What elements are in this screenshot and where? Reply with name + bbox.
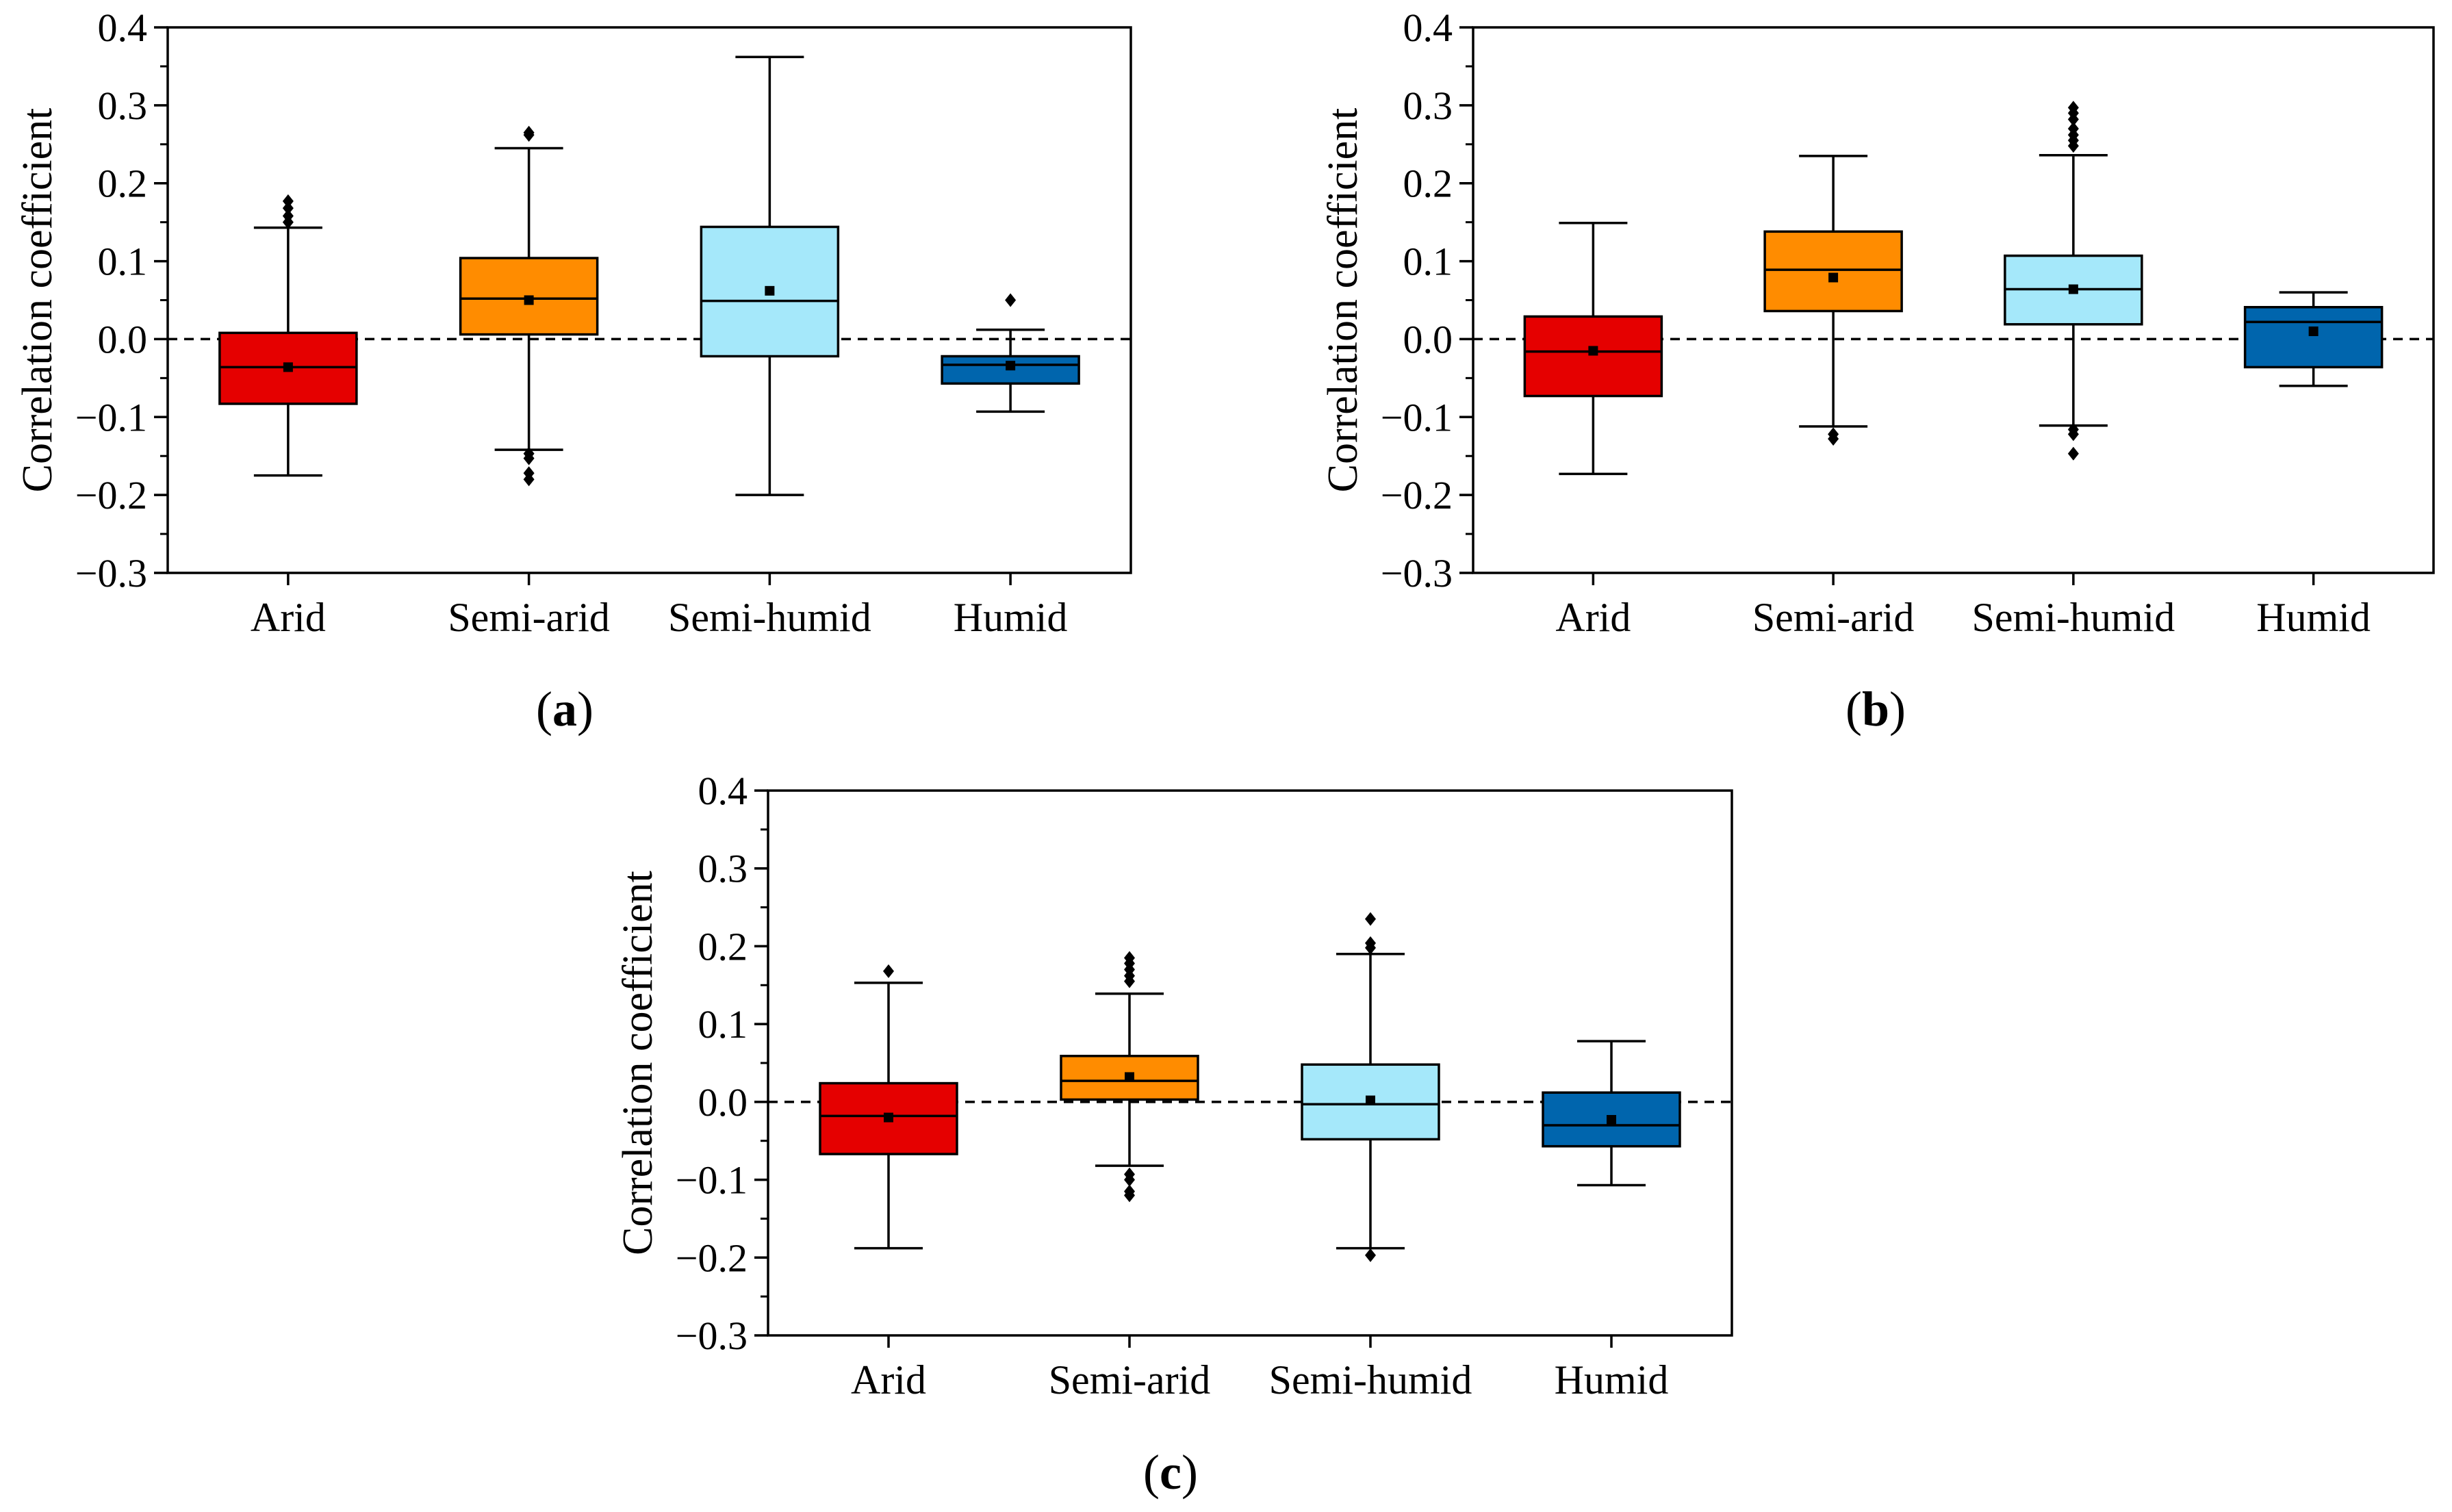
box-arid	[1523, 222, 1663, 476]
x-category-label: Humid	[1555, 1357, 1669, 1402]
panel-a-plot: −0.3 −0.2 −0.1 0.0 0.1 0.2 0.3 0.4 Arid Semi-arid…	[14, 5, 1132, 640]
box-arid	[819, 964, 958, 1250]
mean-marker	[1588, 346, 1598, 356]
box-semi-arid	[1763, 155, 1903, 446]
y-tick-label: 0.2	[1403, 162, 1453, 206]
x-category-label: Semi-humid	[668, 595, 871, 640]
x-category-label: Semi-humid	[1972, 595, 2175, 640]
y-tick-label: 0.1	[98, 240, 148, 284]
box-humid	[941, 293, 1080, 413]
mean-marker	[1006, 361, 1016, 371]
outlier-point	[1828, 432, 1839, 446]
box-semi-arid	[1060, 951, 1199, 1203]
x-category-label: Semi-humid	[1269, 1357, 1472, 1402]
y-tick-label: −0.1	[75, 395, 147, 439]
y-axis-label: Correlation coefficient	[1320, 108, 1366, 493]
y-tick-label: −0.1	[676, 1158, 748, 1203]
box-arid	[218, 194, 358, 477]
y-tick-label: 0.0	[698, 1080, 748, 1125]
box-body	[1523, 315, 1663, 398]
outlier-point	[1365, 1248, 1376, 1262]
x-category-label: Semi-arid	[1752, 595, 1915, 640]
mean-marker	[2068, 284, 2078, 294]
outlier-point	[2067, 101, 2079, 115]
outlier-point	[1005, 293, 1017, 307]
box-humid	[1542, 1040, 1681, 1187]
outlier-point	[2067, 446, 2079, 461]
outlier-point	[2067, 122, 2079, 136]
outlier-point	[1365, 936, 1376, 950]
y-tick-label: 0.3	[1403, 84, 1453, 128]
plot-frame	[166, 26, 1132, 574]
y-tick-label: 0.2	[698, 924, 748, 969]
x-category-label: Humid	[954, 595, 1068, 640]
mean-marker	[1828, 272, 1839, 283]
outlier-point	[282, 201, 294, 216]
x-category-label: Semi-arid	[448, 595, 610, 640]
y-axis-label: Correlation coefficient	[14, 108, 61, 493]
outlier-point	[523, 451, 535, 465]
y-tick-label: 0.0	[98, 317, 148, 361]
box-humid	[2243, 291, 2384, 387]
outlier-point	[2067, 427, 2079, 441]
x-category-label: Arid	[851, 1357, 926, 1402]
x-category-label: Arid	[251, 595, 326, 640]
y-tick-label: −0.3	[676, 1314, 748, 1358]
box-semi-humid	[700, 55, 840, 496]
panel-b: −0.3 −0.2 −0.1 0.0 0.1 0.2 0.3 0.4 Arid Semi-arid…	[1320, 5, 2435, 736]
box-semi-humid	[1301, 912, 1440, 1262]
y-tick-label: −0.3	[1381, 551, 1453, 595]
panel-c: −0.3 −0.2 −0.1 0.0 0.1 0.2 0.3 0.4 Arid Semi-arid…	[615, 769, 1733, 1500]
y-tick-label: −0.2	[676, 1235, 748, 1280]
panel-c-plot: −0.3 −0.2 −0.1 0.0 0.1 0.2 0.3 0.4 Arid Semi-arid…	[615, 769, 1733, 1402]
mean-marker	[1366, 1095, 1375, 1105]
y-tick-label: −0.2	[75, 473, 147, 517]
outlier-point	[523, 472, 535, 487]
box-semi-arid	[459, 125, 599, 487]
box-body	[1763, 230, 1903, 313]
y-tick-label: −0.2	[1381, 473, 1453, 517]
y-tick-label: 0.2	[98, 162, 148, 206]
plot-frame	[767, 789, 1733, 1337]
y-tick-label: −0.1	[1381, 395, 1453, 439]
outlier-point	[523, 125, 535, 140]
y-axis-label: Correlation coefficient	[615, 871, 661, 1255]
mean-marker	[765, 285, 775, 296]
y-tick-label: −0.3	[75, 551, 147, 595]
y-tick-label: 0.3	[698, 847, 748, 891]
x-category-label: Humid	[2256, 595, 2371, 640]
panel-b-label: (b)	[1846, 682, 1906, 736]
y-tick-label: 0.1	[698, 1002, 748, 1047]
panel-a: −0.3 −0.2 −0.1 0.0 0.1 0.2 0.3 0.4 Arid Semi-arid…	[14, 5, 1132, 736]
panel-c-label: (c)	[1143, 1445, 1198, 1500]
outlier-point	[1124, 1188, 1135, 1203]
x-category-label: Arid	[1555, 595, 1631, 640]
mean-marker	[884, 1112, 893, 1123]
y-tick-label: 0.4	[698, 769, 748, 813]
y-tick-label: 0.4	[98, 5, 148, 50]
x-category-label: Semi-arid	[1049, 1357, 1211, 1402]
mean-marker	[2308, 326, 2319, 337]
mean-marker	[283, 362, 293, 372]
panel-b-plot: −0.3 −0.2 −0.1 0.0 0.1 0.2 0.3 0.4 Arid Semi-arid…	[1320, 5, 2435, 640]
mean-marker	[1125, 1072, 1134, 1082]
panel-a-label: (a)	[536, 682, 593, 736]
y-tick-label: 0.3	[98, 84, 148, 128]
outlier-point	[883, 964, 894, 978]
mean-marker	[524, 295, 534, 305]
mean-marker	[1607, 1115, 1616, 1125]
plot-frame	[1472, 26, 2435, 574]
y-tick-label: 0.0	[1403, 317, 1453, 361]
outlier-point	[282, 209, 294, 223]
y-tick-label: 0.1	[1403, 240, 1453, 284]
box-semi-humid	[2004, 101, 2143, 461]
outlier-point	[1124, 951, 1135, 965]
box-body	[2243, 305, 2384, 369]
outlier-point	[1124, 1173, 1135, 1187]
y-tick-label: 0.4	[1403, 5, 1453, 50]
outlier-point	[1365, 912, 1376, 926]
outlier-point	[282, 194, 294, 208]
